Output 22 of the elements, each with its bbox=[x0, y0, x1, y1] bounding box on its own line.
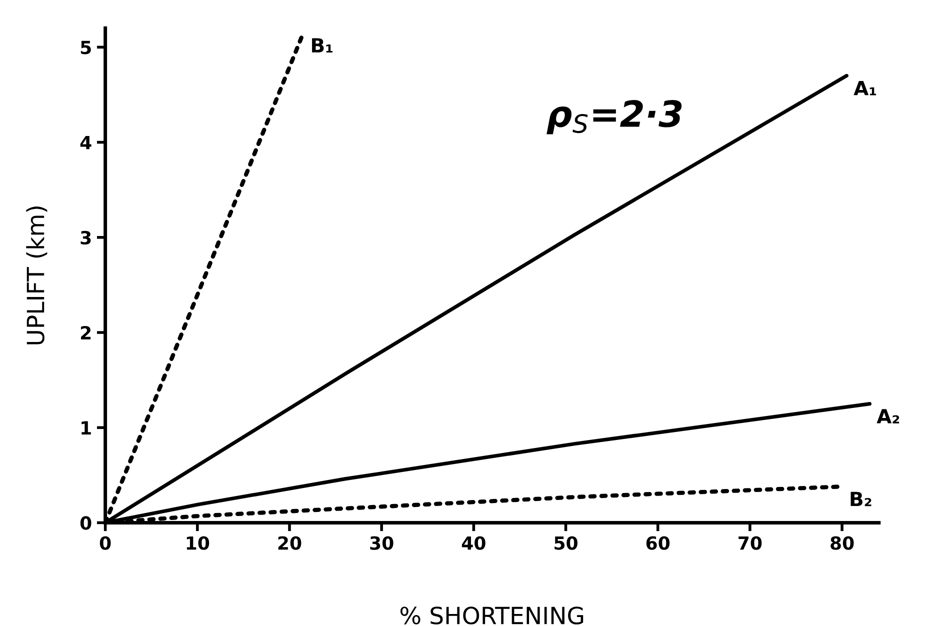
x-tick-label: 20 bbox=[278, 536, 302, 550]
x-tick-label: 80 bbox=[830, 536, 854, 550]
annotation: ρ$_{S}$=2·3 bbox=[546, 100, 682, 134]
series-label: A₁ bbox=[854, 80, 876, 96]
y-tick-label: 3 bbox=[80, 230, 91, 245]
series-label: A₂ bbox=[876, 409, 900, 424]
y-tick-label: 1 bbox=[82, 421, 91, 434]
y-tick-label: 4 bbox=[80, 136, 92, 150]
x-tick-label: 30 bbox=[370, 536, 394, 550]
y-tick-label: 5 bbox=[80, 40, 91, 54]
x-tick-label: 40 bbox=[462, 536, 486, 550]
x-tick-label: 70 bbox=[738, 536, 762, 550]
x-axis-title: % SHORTENING bbox=[400, 606, 584, 624]
x-tick-label: 50 bbox=[554, 536, 578, 550]
y-tick-label: 0 bbox=[80, 516, 92, 530]
series-label: B₁ bbox=[312, 38, 332, 52]
x-tick-label: 10 bbox=[186, 536, 210, 550]
y-tick-label: 2 bbox=[80, 326, 91, 340]
series-label: B₂ bbox=[850, 492, 872, 506]
x-tick-label: 60 bbox=[646, 536, 670, 550]
x-tick-label: 0 bbox=[100, 536, 111, 550]
y-axis-title: UPLIFT (km) bbox=[26, 206, 48, 344]
